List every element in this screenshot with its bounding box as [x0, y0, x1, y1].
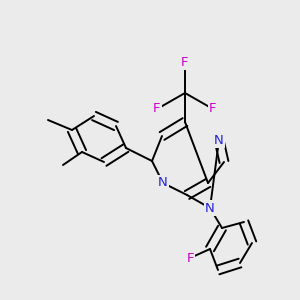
- Text: F: F: [181, 56, 189, 68]
- Text: F: F: [209, 103, 217, 116]
- Text: F: F: [153, 103, 161, 116]
- Text: N: N: [214, 134, 224, 146]
- Text: N: N: [158, 176, 168, 190]
- Text: F: F: [186, 251, 194, 265]
- Text: N: N: [205, 202, 215, 214]
